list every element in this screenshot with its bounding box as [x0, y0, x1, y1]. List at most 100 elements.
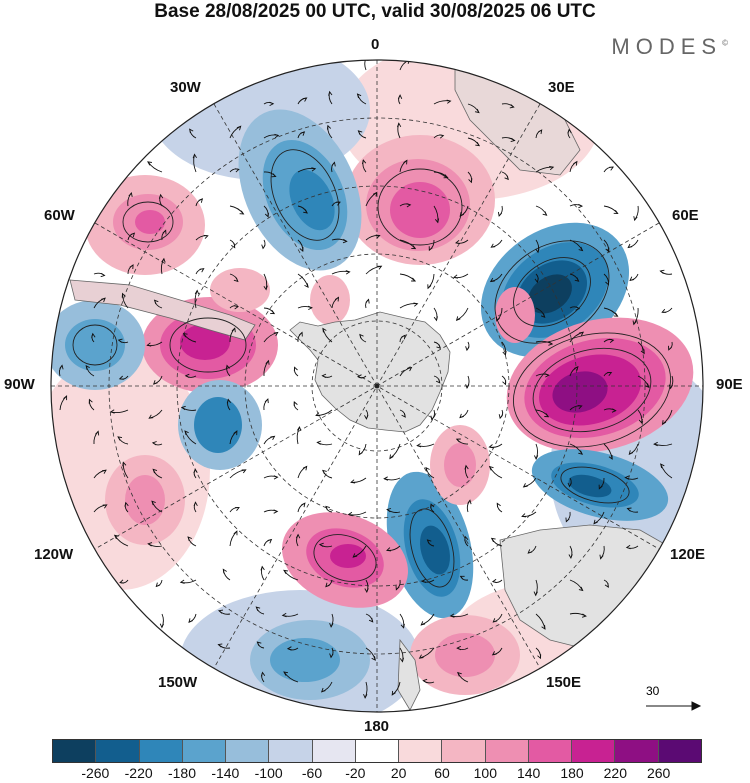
wind-vector-head: [565, 517, 570, 523]
contour-lines: [72, 149, 672, 588]
wind-vector-head: [578, 450, 584, 455]
colorbar-swatch: [399, 740, 443, 762]
wind-vector-head: [459, 575, 465, 580]
wind-vector-head: [459, 413, 464, 419]
wind-vector-head: [241, 469, 247, 474]
wind-vector-head: [661, 420, 667, 426]
wind-vector-head: [311, 167, 317, 172]
wind-vector-head: [464, 464, 469, 470]
wind-vector-head: [321, 373, 327, 378]
wind-vectors: [58, 60, 674, 699]
wind-vector-head: [400, 623, 405, 629]
wind-vector-head: [159, 623, 165, 629]
wind-vector-head: [574, 277, 580, 282]
wind-vector-head: [63, 395, 68, 401]
colorbar-swatch: [269, 740, 313, 762]
wind-vector-head: [625, 544, 631, 550]
lon-label-90w: 90W: [4, 376, 35, 393]
anomaly-cell-150e: [430, 425, 490, 505]
wind-vector-head: [541, 624, 546, 630]
lon-label-60e: 60E: [672, 207, 699, 224]
wind-vector-head: [495, 316, 500, 322]
wind-vector-head: [544, 413, 550, 418]
wind-vector-head: [593, 519, 598, 525]
colorbar-tick-label: -140: [211, 765, 240, 781]
wind-vector-head: [304, 283, 309, 289]
wind-vector-head: [283, 569, 288, 575]
wind-vector-head: [269, 101, 275, 107]
field-layer: [51, 60, 703, 712]
colorbar-swatch: [658, 740, 701, 762]
wind-vector-head: [534, 278, 539, 284]
colorbar-tick-label: 20: [390, 765, 407, 781]
wind-vector-head: [222, 568, 227, 574]
wind-vector-head: [297, 425, 302, 431]
wind-vector-head: [403, 159, 408, 165]
lon-label-150w: 150W: [158, 674, 198, 691]
wind-vector-head: [364, 588, 369, 594]
reference-vector-label: 30: [646, 684, 660, 698]
wind-vector-head: [454, 239, 460, 245]
wind-vector: [364, 60, 367, 71]
wind-vector-head: [293, 366, 298, 372]
wind-vector-head: [239, 210, 245, 215]
wind-vector-head: [235, 507, 240, 511]
wind-vector-head: [456, 645, 462, 651]
colorbar-tick-label: -20: [345, 765, 366, 781]
wind-vector-head: [407, 366, 413, 372]
wind-vector-head: [124, 501, 129, 507]
wind-vector-head: [336, 201, 341, 206]
colorbar-tick-label: -180: [167, 765, 197, 781]
wind-vector-head: [286, 646, 292, 651]
wind-vector-head: [234, 168, 240, 173]
wind-vector-head: [128, 192, 133, 197]
south-pole-marker: [374, 383, 380, 389]
wind-vector-head: [653, 441, 658, 447]
wind-vector-head: [496, 502, 501, 508]
wind-vector-head: [321, 469, 327, 475]
wind-vector-head: [88, 398, 93, 404]
anomaly-cell-90e: [506, 317, 694, 453]
lon-label-0: 0: [371, 36, 380, 53]
wind-vector-head: [372, 191, 378, 197]
colorbar: [52, 739, 702, 763]
wind-vector-head: [147, 161, 152, 166]
wind-vector-head: [490, 243, 496, 248]
wind-vector-head: [146, 342, 152, 347]
wind-vector-head: [187, 536, 192, 542]
wind-vector-head: [155, 582, 161, 588]
wind-vector-head: [492, 618, 498, 623]
wind-vector-head: [361, 159, 367, 165]
wind-vector-head: [632, 320, 637, 326]
wind-vector-head: [386, 508, 392, 513]
wind-vector-head: [363, 694, 368, 699]
wind-vector-head: [328, 90, 333, 96]
wind-vector-head: [217, 609, 224, 614]
anomaly-cell-45e: [495, 287, 535, 343]
wind-vector-head: [502, 350, 507, 356]
wind-vector-head: [490, 537, 496, 543]
wind-vector-head: [624, 475, 630, 480]
wind-vector-head: [604, 583, 609, 589]
colorbar-tick-label: 220: [603, 765, 628, 781]
wind-vector-head: [502, 380, 507, 386]
wind-vector-head: [198, 198, 204, 203]
wind-vector-head: [457, 671, 462, 677]
wind-vector-head: [217, 643, 223, 648]
wind-vector-head: [644, 383, 650, 388]
wind-vector-head: [573, 160, 578, 166]
wind-vector-head: [599, 554, 604, 560]
wind-vector-head: [638, 418, 643, 424]
wind-vector-head: [607, 372, 613, 376]
wind-vector-head: [668, 384, 673, 390]
wind-vector-head: [264, 398, 269, 404]
wind-vector-head: [331, 161, 336, 167]
wind-vector-head: [568, 554, 573, 560]
copyright-mark: ©: [722, 38, 728, 48]
wind-vector-head: [158, 193, 164, 199]
wind-vector-head: [231, 243, 236, 249]
wind-vector-head: [434, 218, 440, 224]
colorbar-ticks: -260 -220 -180 -140 -100 -60 -20 20 60 100 140 180 2…: [52, 765, 702, 783]
lon-label-30w: 30W: [170, 79, 201, 96]
wind-vector-head: [439, 134, 445, 139]
